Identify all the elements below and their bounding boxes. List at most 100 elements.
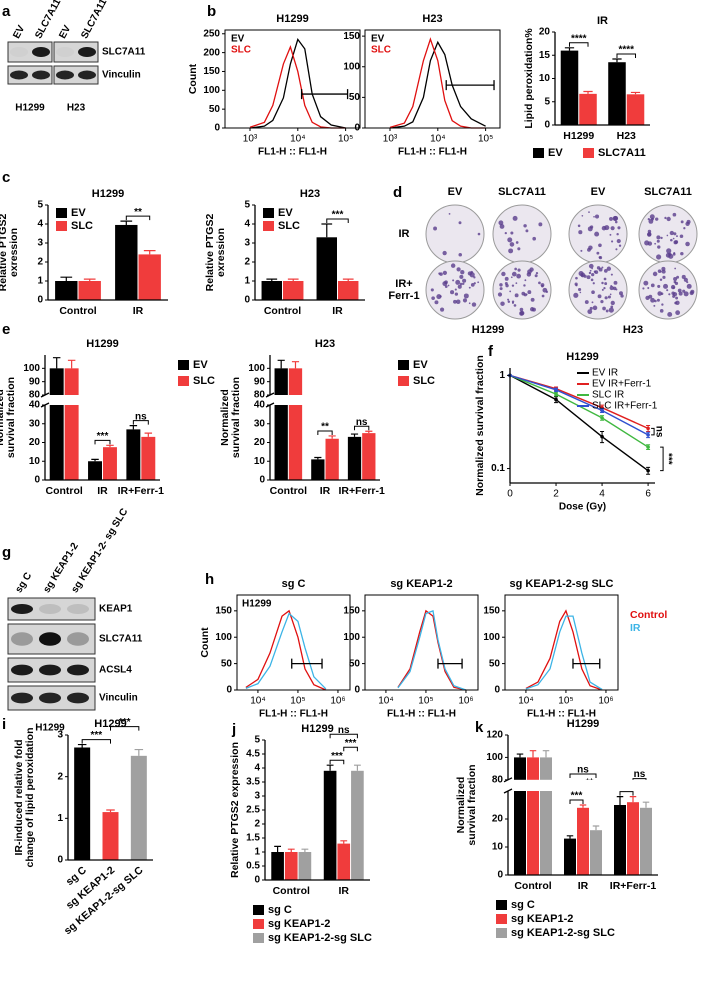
chart-title: H1299	[566, 351, 598, 363]
colony	[596, 251, 600, 255]
lane-label: SLC7A11	[79, 0, 109, 41]
x-tick-label: 10³	[243, 134, 258, 145]
colony	[662, 275, 666, 279]
blot-band	[67, 692, 89, 704]
colony	[515, 282, 518, 285]
bar	[103, 447, 117, 480]
significance-label: ****	[618, 45, 634, 56]
error-bar	[564, 47, 575, 51]
colony	[666, 234, 669, 237]
error-bar	[616, 796, 624, 805]
error-bar	[542, 750, 550, 758]
colony	[468, 302, 471, 305]
colony	[458, 221, 462, 225]
y-tick-label: 5	[544, 96, 550, 107]
legend-label: SLC	[71, 220, 93, 232]
significance-bracket	[569, 773, 597, 778]
histogram-curve	[389, 37, 486, 129]
blot-strip	[7, 597, 96, 621]
bar	[311, 459, 325, 480]
error-bar	[612, 58, 622, 63]
error-bar	[52, 357, 61, 369]
colony	[609, 216, 613, 221]
chart-title: sg KEAP1-2-sg SLC	[510, 578, 614, 590]
histogram-curve	[525, 609, 603, 691]
error-bar	[106, 809, 115, 813]
colony	[470, 270, 474, 274]
column-label: EV	[591, 186, 606, 198]
x-axis-label: Dose (Gy)	[559, 502, 606, 513]
colony	[442, 250, 447, 256]
error-bar	[83, 278, 96, 281]
colony	[499, 283, 503, 287]
colony	[541, 294, 545, 298]
colony	[594, 231, 600, 237]
legend-swatch	[398, 360, 409, 370]
legend-label: EV	[413, 359, 428, 371]
bar	[141, 436, 156, 480]
x-tick-label: 10⁵	[558, 696, 573, 707]
axis-break	[502, 779, 658, 791]
bar	[325, 438, 339, 480]
colony	[583, 274, 587, 278]
y-tick-label: 20	[492, 814, 504, 825]
bar	[138, 254, 161, 300]
colony	[504, 276, 509, 281]
y-tick-label: 100	[486, 752, 503, 763]
colony	[676, 235, 678, 238]
legend-label: SLC	[371, 45, 391, 56]
colony	[507, 237, 513, 243]
colony	[661, 303, 664, 306]
legend-label: EV	[371, 34, 385, 45]
colony	[598, 267, 603, 272]
y-tick-label: 30	[254, 418, 266, 429]
colony	[683, 291, 689, 297]
colony	[430, 288, 434, 292]
column-label: SLC7A11	[498, 186, 546, 198]
y-tick-label: 250	[203, 28, 220, 39]
colony	[656, 298, 660, 302]
chart-title: H1299	[276, 13, 308, 25]
legend-swatch	[496, 914, 507, 924]
colony	[606, 266, 612, 271]
y-tick-label: 80	[29, 390, 41, 401]
y-tick-label: 0	[497, 870, 503, 881]
colony	[664, 216, 667, 220]
colony	[468, 286, 471, 289]
colony	[608, 307, 614, 313]
colony	[675, 300, 680, 306]
y-tick-label: 3	[244, 238, 250, 249]
legend-label: EV	[193, 359, 208, 371]
y-tick-label: 10	[539, 73, 551, 84]
y-tick-label: 20	[29, 437, 41, 448]
colony	[660, 292, 664, 296]
bar	[338, 281, 359, 300]
blot-band	[11, 604, 33, 614]
bar	[274, 368, 288, 480]
point	[646, 468, 650, 473]
colony	[619, 291, 623, 296]
colony	[592, 305, 598, 311]
colony	[594, 214, 600, 219]
bar	[323, 770, 337, 880]
bar	[115, 224, 138, 300]
gate	[572, 658, 601, 669]
colony	[523, 224, 527, 228]
x-tick-label: Control	[46, 485, 83, 497]
legend-swatch	[253, 905, 264, 915]
colony	[586, 275, 591, 280]
colony	[538, 222, 543, 227]
colony	[654, 299, 657, 303]
error-bar	[342, 278, 354, 281]
colony	[655, 217, 659, 221]
colony	[666, 216, 671, 222]
gate	[291, 658, 323, 669]
y-tick-label: 80	[254, 390, 266, 401]
colony	[648, 294, 653, 299]
cell-line-label: H1299	[35, 723, 65, 734]
colony	[438, 272, 441, 275]
y-tick-label: 3	[37, 238, 43, 249]
colony	[581, 214, 584, 217]
colony	[654, 242, 657, 245]
blot-band	[67, 604, 89, 614]
